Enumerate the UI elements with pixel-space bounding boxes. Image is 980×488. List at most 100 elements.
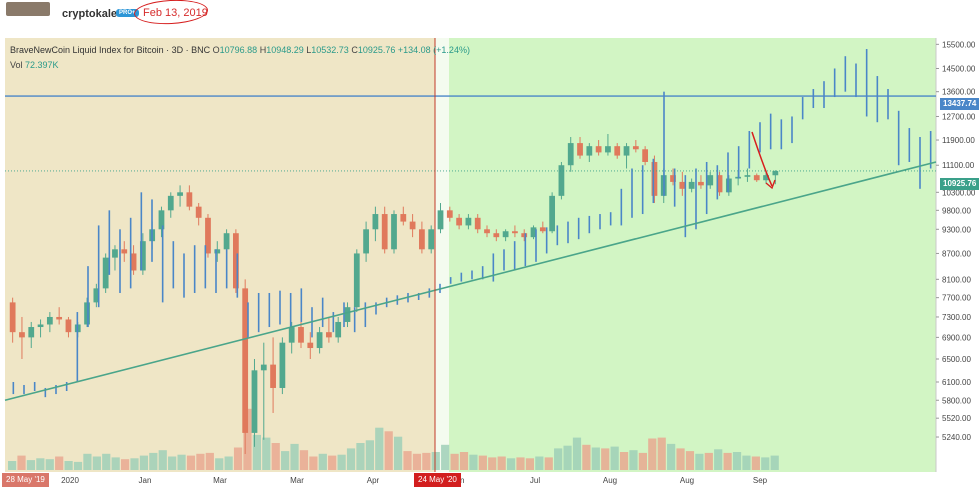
volume-bar: [102, 453, 111, 470]
volume-bar: [770, 455, 779, 470]
legend-high-label: H: [259, 45, 267, 55]
candle-body: [270, 364, 276, 388]
volume-bar: [281, 451, 290, 470]
volume-bar: [328, 455, 337, 470]
volume-bar: [412, 453, 422, 470]
volume-bar: [422, 452, 431, 470]
candle-body: [139, 241, 146, 271]
volume-bar: [629, 450, 638, 470]
legend-change: +134.08 (+1.24%): [397, 45, 470, 55]
volume-bar: [563, 445, 572, 470]
volume-bar: [318, 453, 327, 470]
price-tick-label: 9300.00: [942, 225, 971, 234]
volume-bar: [186, 455, 196, 470]
volume-bar: [723, 452, 732, 470]
author-name[interactable]: cryptokaleo: [62, 8, 124, 20]
candle-body: [567, 143, 574, 166]
avatar[interactable]: [6, 2, 50, 16]
volume-bar: [26, 460, 36, 470]
volume-bar: [139, 455, 149, 470]
price-tick-label: 11100.00: [942, 161, 975, 170]
volume-bar: [64, 461, 73, 470]
candle-body: [772, 170, 779, 176]
volume-bar: [120, 459, 130, 470]
volume-bar: [469, 454, 478, 470]
volume-bar: [648, 438, 657, 470]
volume-bar: [478, 455, 487, 470]
price-tick-label: 12700.00: [942, 112, 976, 121]
volume-bar: [17, 455, 26, 470]
price-tick-label: 7300.00: [942, 313, 971, 322]
volume-bar: [290, 443, 299, 470]
volume-bar: [761, 457, 770, 470]
candle-body: [65, 319, 72, 333]
candle-body: [716, 175, 723, 193]
volume-bar: [619, 452, 629, 470]
candle-body: [167, 195, 174, 211]
volume-bar: [751, 456, 760, 470]
legend-low-label: L: [306, 45, 312, 55]
price-tick-label: 5520.00: [942, 414, 971, 423]
volume-bar: [375, 427, 384, 470]
volume-bar: [610, 446, 619, 470]
candle-body: [763, 175, 769, 181]
legend-open-label: O: [212, 45, 220, 55]
candle-body: [288, 327, 295, 343]
candle-body: [521, 233, 528, 238]
candle-body: [195, 206, 202, 218]
volume-bar: [233, 447, 243, 470]
candle-body: [37, 324, 44, 328]
candle-body: [56, 316, 63, 320]
candle-body: [363, 229, 369, 254]
candle-body: [698, 181, 704, 186]
volume-bar: [158, 450, 167, 470]
cursor-date-tag: 24 May '20: [414, 473, 461, 487]
legend-close: 10925.76: [357, 45, 396, 55]
candle-body: [679, 181, 686, 189]
candle-body: [484, 229, 490, 234]
candle-body: [670, 175, 676, 182]
volume-bar: [337, 454, 346, 470]
volume-bar: [742, 455, 751, 470]
price-tick-label: 8100.00: [942, 275, 971, 284]
volume-bar: [591, 447, 600, 470]
volume-bar: [601, 448, 610, 470]
volume-bar: [168, 456, 177, 470]
volume-bar: [55, 456, 64, 470]
volume-bar: [695, 453, 704, 470]
time-tick-label: Mar: [213, 476, 227, 485]
candle-body: [530, 227, 537, 238]
volume-label: Vol: [10, 60, 23, 70]
candle-body: [260, 364, 267, 371]
candle-body: [651, 161, 658, 196]
volume-bar: [506, 458, 516, 470]
candle-body: [614, 146, 621, 156]
left-date-tag: 28 May '19: [2, 473, 49, 487]
price-tick-label: 5240.00: [942, 433, 971, 442]
candle-body: [502, 231, 509, 238]
annotation-arrow-stroke: [751, 131, 773, 187]
volume-bar: [657, 437, 666, 470]
volume-bar: [572, 437, 582, 470]
candle-body: [688, 181, 695, 189]
time-tick-label: Sep: [753, 476, 768, 485]
volume-bar: [36, 458, 45, 470]
volume-bar: [403, 451, 412, 470]
volume-bar: [356, 443, 365, 470]
volume-bar: [554, 448, 563, 470]
price-tick-label: 9800.00: [942, 206, 971, 215]
candle-body: [307, 342, 314, 349]
price-tick-label: 6500.00: [942, 355, 971, 364]
legend-high: 10948.29: [266, 45, 304, 55]
volume-bar: [243, 408, 252, 470]
volume-bar: [488, 457, 497, 470]
price-tick-label: 11900.00: [942, 136, 975, 145]
candle-body: [558, 165, 565, 196]
candle-body: [19, 332, 25, 338]
candle-body: [84, 302, 90, 325]
candle-body: [577, 143, 583, 156]
price-tick-label: 6900.00: [942, 333, 971, 342]
candle-body: [632, 146, 639, 150]
candle-body: [381, 214, 388, 250]
